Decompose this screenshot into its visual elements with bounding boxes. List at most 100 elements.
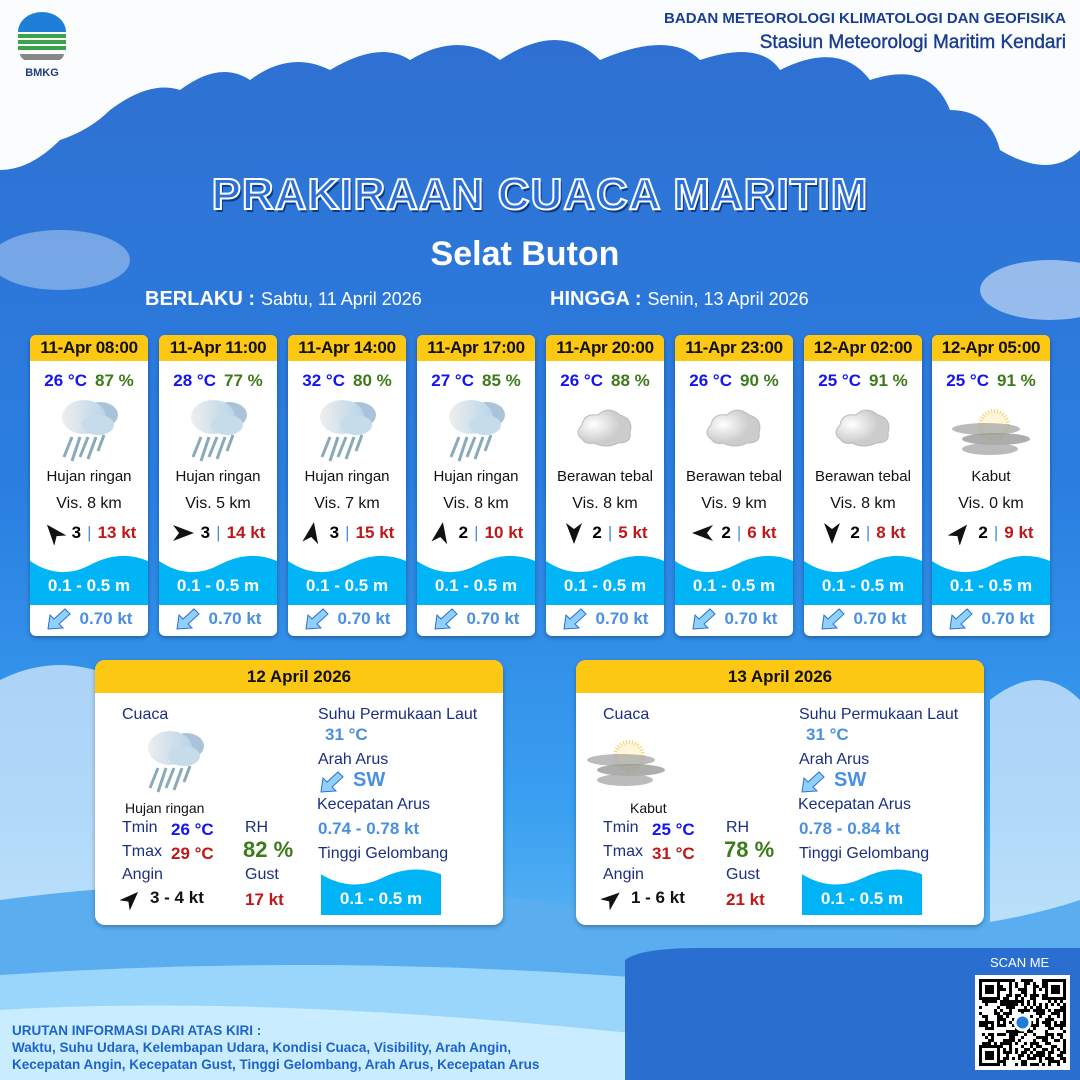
area-name: Selat Buton [430, 235, 620, 273]
separator: | [216, 523, 221, 542]
gust-speed: 15 kt [355, 523, 395, 542]
rh-label: RH [245, 819, 269, 836]
air-temperature: 26 °C [44, 371, 87, 390]
sst-value: 31 °C [325, 725, 368, 744]
gust-value: 17 kt [245, 890, 284, 909]
daily-summary-panel: 13 April 2026 Cuaca Kabut Tmin 25 °C Tma… [576, 660, 984, 925]
separator: | [865, 523, 871, 542]
wind-speed: 2 [458, 523, 469, 542]
weather-condition: Hujan ringan [46, 468, 132, 485]
wave-label: Tinggi Gelombang [799, 845, 930, 862]
wave-shape [30, 555, 148, 605]
sst-label: Suhu Permukaan Laut [799, 706, 959, 723]
current-direction-sw-icon [820, 608, 845, 630]
rain-cloud-icon [140, 726, 210, 799]
rain-cloud-icon [417, 395, 535, 465]
forecast-card: 11-Apr 11:00 28 °C 77 % Hujan ringan Vis.… [159, 335, 277, 636]
air-temperature: 28 °C [173, 371, 216, 390]
wind-direction-icon [119, 891, 139, 911]
forecast-time: 11-Apr 23:00 [675, 335, 793, 361]
current-direction-label: Arah Arus [799, 751, 870, 768]
cloud-icon [804, 395, 922, 465]
current-speed: 0.70 kt [79, 609, 133, 628]
qr-code[interactable] [975, 975, 1070, 1070]
separator: | [345, 523, 350, 542]
wind-direction-icon [948, 524, 968, 545]
wind-direction-icon [46, 524, 66, 545]
wave-height: 0.1 - 0.5 m [821, 576, 905, 595]
gust-speed: 5 kt [618, 523, 648, 542]
gust-speed: 8 kt [876, 523, 906, 542]
wave-height: 0.1 - 0.5 m [563, 576, 647, 595]
wind-label: Angin [122, 866, 163, 883]
forecast-time: 12-Apr 02:00 [804, 335, 922, 361]
current-direction-value: SW [834, 769, 867, 791]
daily-date: 13 April 2026 [576, 660, 984, 693]
wind-speed: 2 [850, 523, 860, 542]
gust-speed: 10 kt [484, 523, 524, 542]
legend-title: URUTAN INFORMASI DARI ATAS KIRI : [12, 1023, 262, 1038]
legend: URUTAN INFORMASI DARI ATAS KIRI : Waktu,… [12, 1022, 539, 1073]
separator: | [993, 523, 999, 542]
rain-cloud-icon [30, 395, 148, 465]
forecast-time: 11-Apr 20:00 [546, 335, 664, 361]
wave-height: 0.1 - 0.5 m [305, 576, 389, 595]
station-name: Stasiun Meteorologi Maritim Kendari [759, 32, 1067, 53]
current-speed: 0.70 kt [208, 609, 262, 628]
rh-label: RH [726, 819, 750, 836]
wind-label: Angin [603, 866, 644, 883]
weather-condition: Hujan ringan [125, 800, 205, 816]
gust-label: Gust [726, 866, 760, 883]
gust-label: Gust [245, 866, 279, 883]
valid-from: BERLAKU : Sabtu, 11 April 2026 [145, 288, 422, 311]
weather-condition: Hujan ringan [433, 468, 519, 485]
legend-line: Waktu, Suhu Udara, Kelembapan Udara, Kon… [12, 1040, 512, 1055]
organization: BADAN METEOROLOGI KLIMATOLOGI DAN GEOFIS… [664, 10, 1066, 54]
wind-direction-icon [692, 525, 714, 541]
wave-shape [288, 555, 406, 605]
daily-date: 12 April 2026 [95, 660, 503, 693]
wind-direction-icon [600, 892, 620, 911]
weather-label: Cuaca [122, 706, 169, 723]
fog-icon [932, 395, 1050, 465]
visibility: Vis. 0 km [958, 495, 1024, 512]
separator: | [87, 523, 92, 542]
rh-value: 78 % [724, 837, 775, 862]
wind-speed: 2 [978, 523, 988, 542]
wave-height: 0.1 - 0.5 m [434, 576, 518, 595]
sst-value: 31 °C [806, 725, 849, 744]
wave-label: Tinggi Gelombang [318, 845, 449, 862]
current-speed: 0.70 kt [337, 609, 391, 628]
wind-speed: 3 [329, 523, 340, 542]
separator: | [474, 523, 479, 542]
current-direction-sw-icon [691, 608, 716, 630]
wave-shape [546, 555, 664, 605]
humidity: 85 % [481, 371, 521, 390]
wave-shape [802, 869, 922, 915]
separator: | [607, 523, 613, 542]
weather-condition: Kabut [971, 468, 1011, 485]
tmin-label: Tmin [122, 819, 158, 836]
visibility: Vis. 7 km [314, 495, 380, 512]
legend-line: Kecepatan Angin, Kecepatan Gust, Tinggi … [12, 1057, 540, 1072]
wave-shape [932, 555, 1050, 605]
wind-direction-icon [431, 522, 447, 545]
current-direction-sw-icon [948, 608, 973, 630]
wind-speed: 2 [592, 523, 602, 542]
wave-shape [159, 555, 277, 605]
bmkg-logo-icon [18, 12, 66, 64]
current-speed: 0.70 kt [466, 609, 520, 628]
weather-condition: Hujan ringan [304, 468, 390, 485]
wind-speed: 3 [200, 523, 211, 542]
current-speed: 0.70 kt [595, 609, 649, 628]
air-temperature: 32 °C [302, 371, 345, 390]
visibility: Vis. 9 km [701, 495, 767, 512]
gust-speed: 14 kt [226, 523, 266, 542]
logo-text: BMKG [25, 67, 59, 79]
visibility: Vis. 8 km [443, 495, 509, 512]
current-direction-sw-icon [801, 771, 825, 793]
humidity: 90 % [739, 371, 779, 390]
cloud-icon [675, 395, 793, 465]
weather-condition: Berawan tebal [686, 468, 782, 485]
